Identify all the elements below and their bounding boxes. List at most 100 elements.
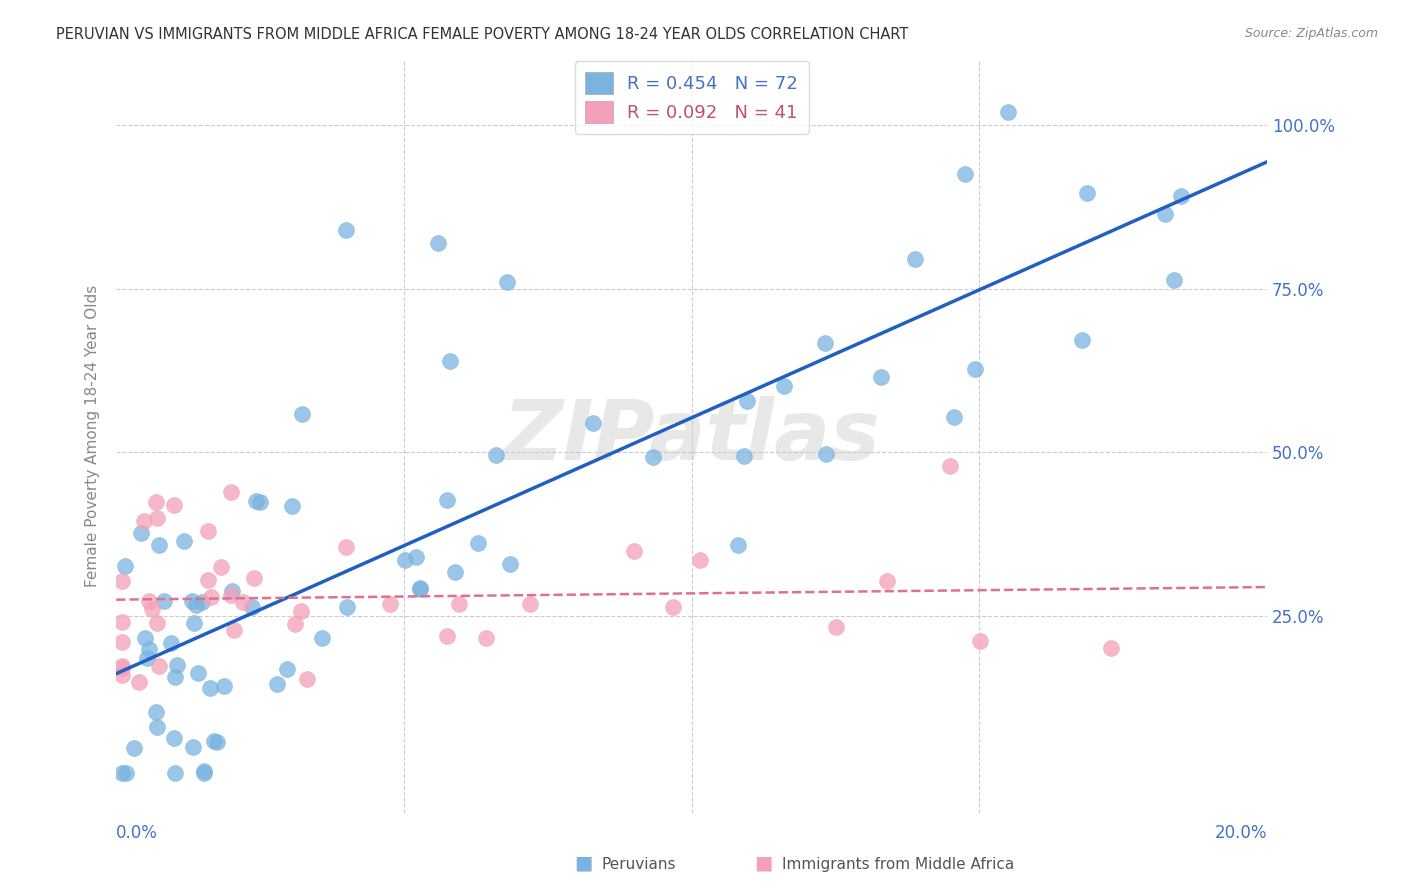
Point bbox=[284, 617, 307, 632]
Point bbox=[193, 765, 215, 780]
Point bbox=[153, 594, 176, 608]
Point bbox=[193, 764, 215, 779]
Point bbox=[111, 635, 134, 649]
Text: Immigrants from Middle Africa: Immigrants from Middle Africa bbox=[782, 857, 1014, 872]
Point bbox=[132, 515, 155, 529]
Point bbox=[221, 584, 243, 599]
Point bbox=[281, 500, 304, 514]
Point bbox=[148, 538, 170, 552]
Text: 0.0%: 0.0% bbox=[117, 824, 157, 842]
Point bbox=[380, 597, 402, 611]
Point bbox=[138, 594, 160, 608]
Point bbox=[163, 766, 186, 780]
Point bbox=[1076, 186, 1098, 200]
Point bbox=[245, 493, 267, 508]
Point bbox=[447, 597, 470, 611]
Point bbox=[336, 599, 359, 614]
Point bbox=[146, 616, 169, 631]
Point bbox=[1170, 189, 1192, 203]
Point bbox=[1070, 333, 1092, 347]
Point bbox=[249, 494, 271, 508]
Point bbox=[145, 705, 167, 719]
Point bbox=[200, 590, 222, 604]
Point bbox=[141, 601, 163, 615]
Point bbox=[1163, 273, 1185, 287]
Point bbox=[496, 275, 519, 289]
Point bbox=[111, 574, 134, 588]
Point bbox=[163, 731, 186, 745]
Point bbox=[148, 659, 170, 673]
Point bbox=[135, 650, 157, 665]
Point bbox=[224, 623, 246, 637]
Point bbox=[205, 735, 228, 749]
Point bbox=[485, 448, 508, 462]
Point bbox=[311, 631, 333, 645]
Point bbox=[870, 370, 893, 384]
Point bbox=[276, 662, 298, 676]
Point bbox=[662, 599, 685, 614]
Point bbox=[111, 668, 134, 682]
Point bbox=[773, 379, 796, 393]
Point bbox=[737, 393, 759, 408]
Point bbox=[111, 766, 134, 780]
Point bbox=[187, 665, 209, 680]
Point bbox=[439, 353, 461, 368]
Point bbox=[427, 235, 450, 250]
Point bbox=[409, 581, 432, 595]
Point bbox=[335, 223, 357, 237]
Point bbox=[240, 599, 263, 614]
Point bbox=[128, 674, 150, 689]
Point bbox=[124, 740, 146, 755]
Point bbox=[943, 409, 966, 424]
Point bbox=[146, 720, 169, 734]
Y-axis label: Female Poverty Among 18-24 Year Olds: Female Poverty Among 18-24 Year Olds bbox=[86, 285, 100, 587]
Point bbox=[181, 594, 204, 608]
Point bbox=[519, 598, 541, 612]
Point bbox=[221, 484, 243, 499]
Point bbox=[173, 534, 195, 549]
Point bbox=[190, 595, 212, 609]
Point bbox=[876, 574, 898, 589]
Text: 20.0%: 20.0% bbox=[1215, 824, 1267, 842]
Point bbox=[394, 552, 416, 566]
Point bbox=[623, 543, 645, 558]
Point bbox=[145, 495, 167, 509]
Point bbox=[727, 538, 749, 552]
Text: ■: ■ bbox=[754, 854, 773, 872]
Point bbox=[582, 417, 605, 431]
Point bbox=[138, 641, 160, 656]
Point bbox=[145, 511, 167, 525]
Point bbox=[405, 550, 427, 565]
Point bbox=[184, 599, 207, 613]
Point bbox=[1154, 207, 1177, 221]
Point bbox=[733, 449, 755, 463]
Point bbox=[197, 573, 219, 587]
Point bbox=[814, 335, 837, 350]
Point bbox=[997, 105, 1019, 120]
Text: ■: ■ bbox=[574, 854, 593, 872]
Point bbox=[183, 615, 205, 630]
Point bbox=[689, 552, 711, 566]
Point bbox=[111, 660, 134, 674]
Point bbox=[181, 740, 204, 755]
Point bbox=[953, 167, 976, 181]
Point bbox=[436, 492, 458, 507]
Text: PERUVIAN VS IMMIGRANTS FROM MIDDLE AFRICA FEMALE POVERTY AMONG 18-24 YEAR OLDS C: PERUVIAN VS IMMIGRANTS FROM MIDDLE AFRIC… bbox=[56, 27, 908, 42]
Point bbox=[1099, 640, 1122, 655]
Point bbox=[295, 672, 318, 686]
Text: ZIPatlas: ZIPatlas bbox=[503, 395, 880, 476]
Point bbox=[163, 498, 186, 512]
Point bbox=[165, 670, 187, 684]
Point bbox=[335, 540, 357, 554]
Point bbox=[111, 615, 134, 629]
Point bbox=[209, 559, 232, 574]
Point bbox=[202, 733, 225, 747]
Point bbox=[114, 766, 136, 780]
Point bbox=[266, 677, 288, 691]
Point bbox=[290, 604, 312, 618]
Point bbox=[436, 629, 458, 643]
Point bbox=[904, 252, 927, 266]
Point bbox=[166, 658, 188, 673]
Point bbox=[969, 634, 991, 648]
Point bbox=[409, 582, 432, 597]
